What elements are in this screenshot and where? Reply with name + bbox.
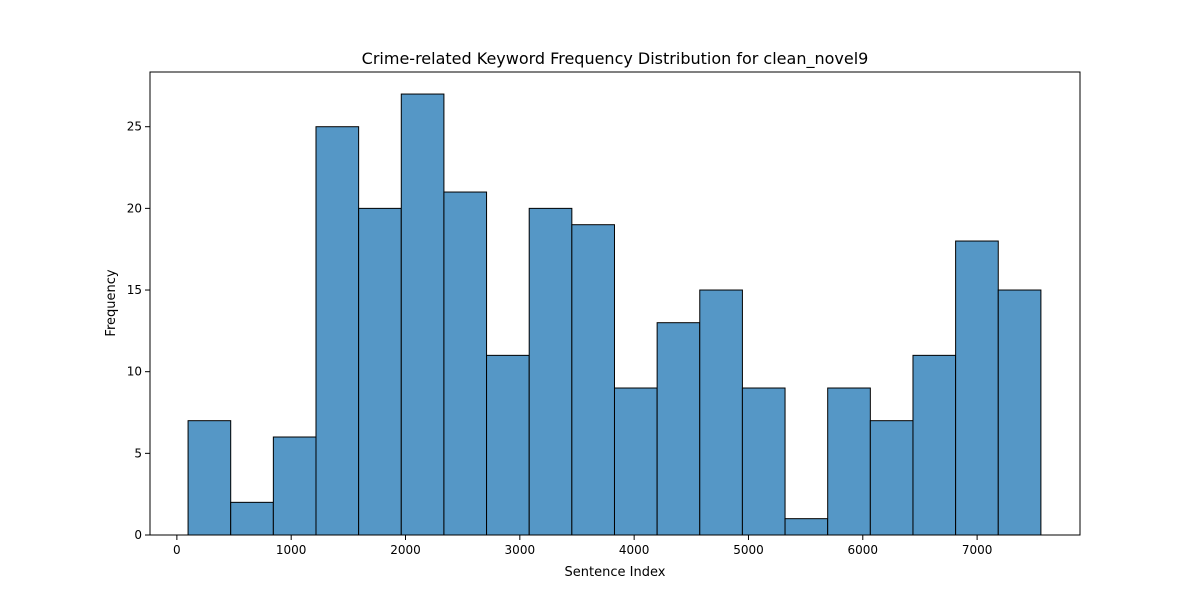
axes-layer: 0 1000 2000 3000 4000 5000 6000 7000 0 5 10 15 20 25 [127,71,1081,557]
x-tick-label: 1000 [276,543,307,557]
histogram-bar [912,354,957,536]
y-axis-label: Frequency [104,269,119,336]
histogram-bar [315,126,360,536]
histogram-bar [656,322,701,536]
chart-title: Crime-related Keyword Frequency Distribu… [362,49,869,69]
histogram-bar [613,387,658,536]
histogram-bar [400,93,445,536]
histogram-bar [784,518,829,536]
y-tick-label: 10 [127,365,142,379]
x-tick-label: 4000 [619,543,650,557]
histogram-bar [997,289,1042,536]
histogram-bar [571,224,615,536]
histogram-bar [358,207,402,536]
histogram-bar [741,387,786,536]
histogram-bar [230,501,274,536]
histogram-bar [955,240,999,536]
y-tick-label: 15 [127,283,142,297]
x-axis-label: Sentence Index [565,565,666,580]
histogram-bar [486,354,530,536]
histogram-bar [528,207,573,536]
histogram-bar [272,436,317,536]
x-tick-label: 2000 [390,543,421,557]
y-tick-label: 5 [134,446,142,460]
x-tick-label: 7000 [962,543,993,557]
y-tick-label: 0 [134,528,142,542]
x-tick-label: 6000 [848,543,879,557]
y-tick-label: 20 [127,201,142,215]
x-tick-label: 0 [173,543,181,557]
y-tick-label: 25 [127,120,142,134]
x-tick-label: 3000 [505,543,536,557]
histogram-bar [827,387,871,536]
histogram-bar [699,289,743,536]
histogram-bar [187,420,232,536]
plot-frame [149,71,1081,536]
histogram-bar [443,191,488,536]
bars-layer [187,93,1042,536]
histogram-bar [869,420,914,536]
x-tick-label: 5000 [733,543,764,557]
